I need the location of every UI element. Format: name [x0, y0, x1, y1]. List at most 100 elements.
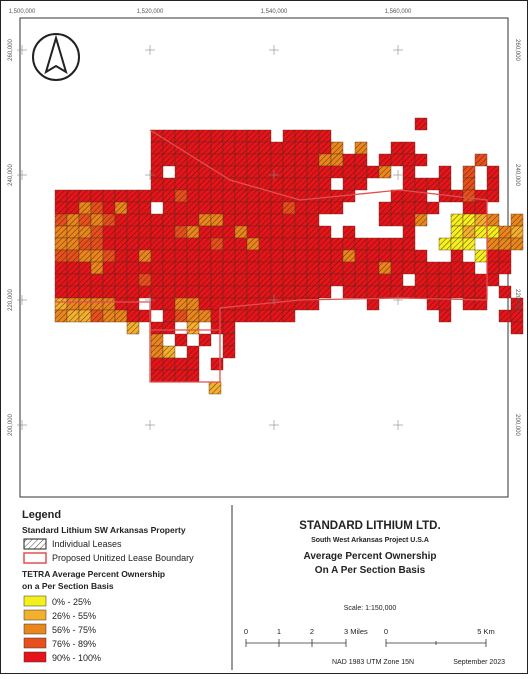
lease-hatch: [103, 202, 115, 214]
lease-hatch: [67, 274, 79, 286]
lease-hatch: [307, 250, 319, 262]
lease-hatch: [403, 190, 415, 202]
coord-label: 240,000: [8, 164, 14, 186]
lease-hatch: [391, 142, 403, 154]
lease-hatch: [91, 298, 103, 310]
lease-hatch: [115, 202, 127, 214]
lease-hatch: [209, 382, 221, 394]
lease-hatch: [295, 166, 307, 178]
lease-hatch: [475, 286, 487, 298]
lease-hatch: [127, 190, 139, 202]
lease-hatch: [199, 166, 211, 178]
lease-hatch: [163, 250, 175, 262]
lease-hatch: [283, 226, 295, 238]
lease-hatch: [187, 262, 199, 274]
lease-hatch: [403, 262, 415, 274]
lease-hatch: [103, 274, 115, 286]
lease-hatch: [271, 178, 283, 190]
lease-hatch: [367, 274, 379, 286]
lease-hatch: [295, 214, 307, 226]
lease-hatch: [163, 370, 175, 382]
lease-hatch: [151, 214, 163, 226]
legend-swatch: [23, 651, 47, 663]
lease-hatch: [307, 178, 319, 190]
lease-hatch: [187, 142, 199, 154]
lease-hatch: [235, 286, 247, 298]
lease-hatch: [91, 226, 103, 238]
lease-hatch: [319, 250, 331, 262]
lease-hatch: [115, 214, 127, 226]
lease-hatch: [343, 226, 355, 238]
lease-hatch: [211, 358, 223, 370]
lease-hatch: [463, 286, 475, 298]
lease-hatch: [331, 238, 343, 250]
lease-hatch: [259, 238, 271, 250]
lease-hatch: [175, 358, 187, 370]
lease-hatch: [127, 274, 139, 286]
lease-hatch: [139, 202, 151, 214]
company: STANDARD LITHIUM LTD.: [299, 520, 440, 532]
lease-hatch: [163, 226, 175, 238]
legend-label: 0% - 25%: [52, 597, 91, 607]
lease-hatch: [487, 262, 499, 274]
lease-hatch: [415, 286, 427, 298]
legend-heading: Standard Lithium SW Arkansas Property: [22, 525, 186, 535]
lease-hatch: [391, 274, 403, 286]
lease-hatch: [199, 310, 211, 322]
lease-hatch: [271, 154, 283, 166]
lease-hatch: [223, 190, 235, 202]
lease-hatch: [187, 274, 199, 286]
lease-hatch: [127, 262, 139, 274]
lease-hatch: [307, 286, 319, 298]
lease-hatch: [319, 130, 331, 142]
lease-hatch: [343, 238, 355, 250]
lease-hatch: [331, 250, 343, 262]
lease-hatch: [67, 190, 79, 202]
lease-hatch: [199, 178, 211, 190]
lease-hatch: [271, 262, 283, 274]
lease-hatch: [415, 274, 427, 286]
lease-hatch: [187, 250, 199, 262]
lease-hatch: [151, 226, 163, 238]
lease-hatch: [211, 298, 223, 310]
lease-hatch: [391, 190, 403, 202]
lease-hatch: [391, 154, 403, 166]
lease-hatch: [379, 166, 391, 178]
lease-hatch: [175, 286, 187, 298]
lease-hatch: [139, 274, 151, 286]
lease-hatch: [79, 214, 91, 226]
lease-hatch: [175, 370, 187, 382]
lease-hatch: [283, 190, 295, 202]
lease-hatch: [163, 286, 175, 298]
scale-label: 0: [244, 627, 248, 636]
lease-hatch: [451, 286, 463, 298]
lease-hatch: [79, 298, 91, 310]
lease-hatch: [211, 178, 223, 190]
lease-hatch: [139, 214, 151, 226]
lease-hatch: [235, 166, 247, 178]
lease-hatch: [223, 334, 235, 346]
scale-bars: [245, 639, 487, 647]
lease-hatch: [511, 226, 523, 238]
lease-hatch: [151, 178, 163, 190]
lease-hatch: [235, 298, 247, 310]
lease-hatch: [295, 202, 307, 214]
lease-hatch: [331, 202, 343, 214]
lease-hatch: [55, 250, 67, 262]
legend-swatch: [23, 623, 47, 635]
lease-hatch: [91, 310, 103, 322]
lease-hatch: [499, 286, 511, 298]
map-title: Average Percent Ownership: [303, 551, 436, 562]
lease-hatch: [79, 286, 91, 298]
lease-hatch: [259, 262, 271, 274]
unitized-boundary: [55, 129, 488, 383]
lease-hatch: [223, 346, 235, 358]
lease-hatch: [175, 274, 187, 286]
lease-hatch: [475, 154, 487, 166]
lease-hatch: [415, 214, 427, 226]
lease-hatch: [187, 226, 199, 238]
lease-hatch: [199, 226, 211, 238]
lease-hatch: [355, 178, 367, 190]
lease-hatch: [115, 238, 127, 250]
lease-hatch: [175, 190, 187, 202]
